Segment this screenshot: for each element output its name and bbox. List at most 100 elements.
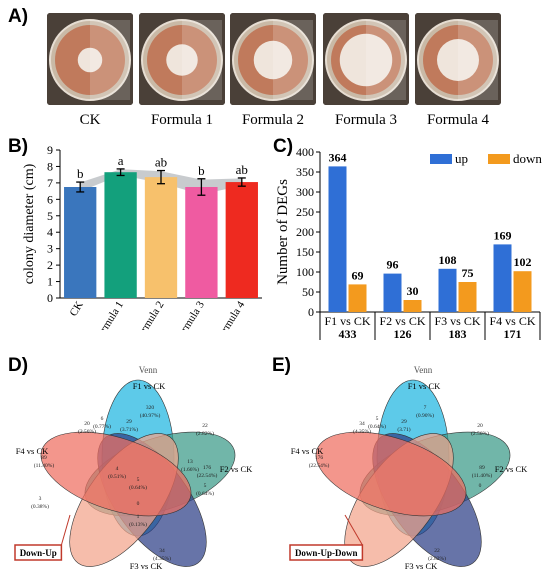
petri-dish-photo — [230, 13, 316, 105]
bar-up — [328, 166, 347, 312]
y-tick-label: 4 — [47, 225, 53, 239]
y-tick-label: 0 — [308, 305, 314, 319]
colony — [253, 40, 293, 80]
venn-count: 5 — [137, 477, 140, 483]
total-label: 183 — [449, 327, 467, 340]
venn-count: 176 — [315, 455, 324, 461]
venn-count: (0.90%) — [416, 412, 434, 419]
bar-up — [493, 244, 512, 312]
y-tick-label: 5 — [47, 209, 53, 223]
bar-up — [383, 273, 402, 312]
bar-up — [438, 268, 457, 312]
y-tick-label: 100 — [296, 265, 314, 279]
venn-count: 3 — [39, 496, 42, 502]
bar — [144, 177, 178, 298]
venn-set-label: F2 vs CK — [495, 464, 528, 474]
venn-count: (2.56%) — [78, 428, 96, 435]
venn-count: 7 — [424, 405, 427, 411]
y-axis-label: colony diameter (cm) — [22, 163, 37, 284]
data-label: 75 — [462, 266, 474, 280]
y-tick-label: 200 — [296, 225, 314, 239]
venn-count: (0.51%) — [108, 473, 126, 480]
photo-caption: CK — [79, 112, 101, 128]
significance-letter: ab — [236, 162, 248, 177]
bar — [185, 187, 218, 298]
petri-dish-photo — [415, 13, 501, 105]
venn-title: Venn — [414, 365, 433, 375]
venn-count: 0 — [479, 483, 482, 489]
legend-swatch — [430, 154, 452, 164]
reverse-half — [366, 20, 406, 100]
y-tick-label: 2 — [47, 258, 53, 272]
venn-tag-pointer — [60, 514, 71, 546]
x-tick-label: Formula 1 — [92, 299, 126, 330]
colony — [437, 39, 479, 81]
significance-letter: a — [118, 153, 124, 168]
bar — [104, 172, 137, 298]
data-label: 69 — [352, 268, 364, 282]
venn-count: 22 — [202, 423, 208, 429]
venn-tag-pointer — [344, 514, 363, 546]
data-label: 30 — [407, 284, 419, 298]
colony — [166, 44, 198, 76]
venn-count: 89 — [479, 465, 485, 471]
venn-count: 4 — [116, 466, 119, 472]
venn-count: (2.82%) — [428, 555, 446, 562]
venn-count: (3.71%) — [120, 426, 138, 433]
venn-diagram-e: Venn F1 vs CK F2 vs CK F3 vs CK F4 vs CK 7(0.… — [289, 365, 528, 571]
venn-count: 29 — [401, 419, 407, 425]
significance-letter: b — [77, 166, 84, 181]
y-tick-label: 9 — [47, 143, 53, 157]
venn-count: 5 — [204, 483, 207, 489]
y-tick-label: 400 — [296, 145, 314, 159]
y-tick-label: 300 — [296, 185, 314, 199]
x-tick-label: Formula 2 — [132, 299, 166, 330]
total-label: 171 — [504, 327, 522, 340]
legend-label: down — [513, 151, 542, 166]
petri-dish-photo — [139, 13, 225, 105]
photo-caption: Formula 1 — [150, 112, 214, 128]
x-tick-label: Formula 3 — [173, 299, 208, 330]
venn-count: 5 — [376, 416, 379, 422]
total-label: 433 — [339, 327, 357, 340]
venn-count: 22 — [434, 548, 440, 554]
data-label: 96 — [387, 258, 399, 272]
bar-down — [348, 284, 367, 312]
petri-dish-photo — [323, 13, 409, 105]
legend-swatch — [488, 154, 510, 164]
venn-tag: Down-Up — [20, 548, 57, 558]
venn-count: 29 — [126, 419, 132, 425]
panel-label-b: B) — [8, 136, 29, 157]
y-tick-label: 3 — [47, 242, 53, 256]
degs-chart: 0 50 100 150 200 250 300 350 400 Number of DEGs 36… — [275, 145, 542, 340]
reverse-half — [182, 20, 222, 100]
venn-set-label: F4 vs CK — [291, 446, 324, 456]
venn-set-label: F3 vs CK — [130, 561, 163, 571]
venn-count: 20 — [84, 421, 90, 427]
petri-dish-photo — [47, 13, 133, 105]
reverse-half — [458, 20, 498, 100]
venn-set-label: F1 vs CK — [133, 381, 166, 391]
photo-caption: Formula 2 — [241, 112, 305, 128]
photo-caption: Formula 4 — [426, 112, 490, 128]
y-tick-label: 8 — [47, 159, 53, 173]
venn-count: (3.71) — [397, 426, 410, 433]
y-tick-label: 0 — [47, 291, 53, 305]
y-tick-label: 350 — [296, 165, 314, 179]
venn-count: 6 — [101, 416, 104, 422]
venn-count: (4.35%) — [153, 555, 171, 562]
venn-count: (4.35%) — [353, 428, 371, 435]
venn-count: (11.40%) — [34, 462, 55, 469]
significance-letter: ab — [155, 155, 167, 170]
y-tick-label: 6 — [47, 192, 53, 206]
x-tick-label: F4 vs CK — [489, 314, 535, 328]
total-label: 126 — [394, 327, 412, 340]
significance-letter: b — [198, 163, 205, 178]
venn-set-label: F3 vs CK — [405, 561, 438, 571]
colony — [77, 47, 103, 73]
venn-set-label: F1 vs CK — [408, 381, 441, 391]
panel-label-a: A) — [8, 6, 29, 27]
y-tick-label: 7 — [47, 176, 53, 190]
venn-set-label: F2 vs CK — [220, 464, 253, 474]
